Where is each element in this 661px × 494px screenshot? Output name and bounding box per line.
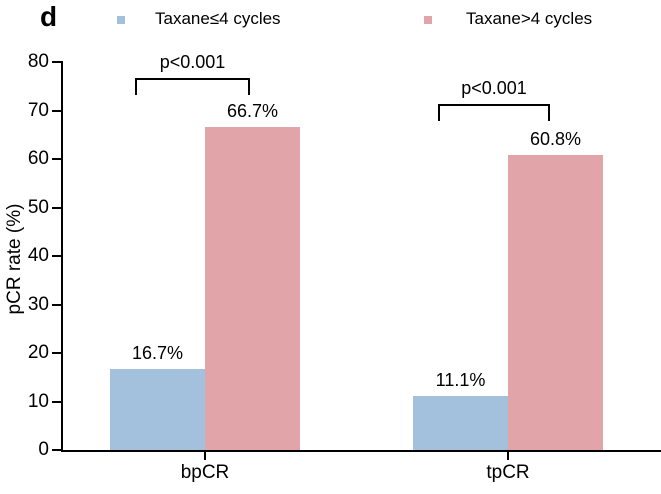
y-tick [52,449,61,451]
y-tick-label: 40 [27,245,49,266]
bar [413,396,508,450]
bar [205,126,300,450]
x-tick-label: tpCR [486,462,530,483]
p-value-label: p<0.001 [159,52,226,72]
x-tick [507,452,509,460]
x-axis-line [61,450,661,452]
legend-label-taxane-le4: Taxane≤4 cycles [155,9,281,28]
bar [508,155,603,450]
y-tick [52,158,61,160]
bar [110,369,205,450]
y-tick-label: 60 [27,148,49,169]
legend-swatch-taxane-le4 [117,16,125,24]
y-tick-label: 80 [27,51,49,72]
y-tick [52,255,61,257]
y-tick-label: 30 [27,293,49,315]
y-tick [52,109,61,112]
significance-bracket [438,104,550,121]
y-tick-label: 50 [27,196,49,218]
bar-value-label: 60.8% [529,129,582,150]
panel-letter-label: d [40,1,58,32]
legend-label-taxane-gt4: Taxane>4 cycles [466,9,593,28]
y-tick-label: 0 [38,439,49,460]
legend-swatch-taxane-gt4 [424,16,432,24]
bar-value-label: 11.1% [435,370,486,391]
bar-value-label: 66.7% [226,100,279,121]
y-axis-line [61,61,63,452]
y-tick [52,400,61,403]
y-tick-label: 20 [27,342,49,363]
y-tick [52,303,61,306]
y-tick-label: 70 [27,99,49,121]
bar-value-label: 16.7% [131,343,184,363]
y-tick-label: 10 [27,390,49,412]
y-tick [52,352,61,354]
y-tick [52,206,61,209]
x-tick-label: bpCR [180,462,230,483]
x-tick [204,452,206,460]
p-value-label: p<0.001 [461,78,527,98]
y-tick [52,61,61,63]
significance-bracket [135,78,250,95]
